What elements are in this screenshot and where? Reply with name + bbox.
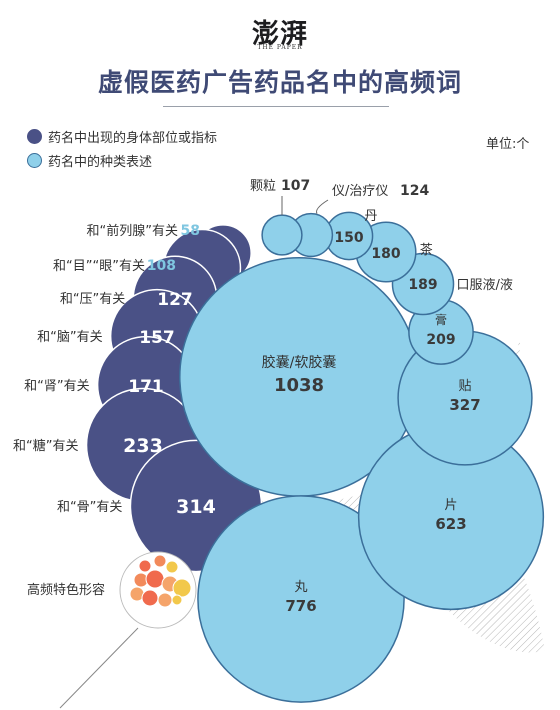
bubble-value: 327 <box>449 396 480 414</box>
page-title: 虚假医药广告药品名中的高频词 <box>97 68 462 97</box>
bubble-value: 107 <box>281 178 310 194</box>
callout-dot <box>145 569 165 589</box>
bubble-value: 127 <box>157 290 193 310</box>
bubble-label: 和“前列腺”有关 <box>87 223 178 239</box>
legend-dot-dark <box>27 128 42 144</box>
bubble-label: 丹 <box>364 209 377 224</box>
callout-dot <box>138 559 152 573</box>
bubble-label: 胶囊/软胶囊 <box>262 354 337 371</box>
legend-label-type: 药名中的种类表述 <box>48 154 153 170</box>
legend-item-body: 药名中出现的身体部位或指标 <box>27 127 218 146</box>
bubble-value: 171 <box>128 377 164 397</box>
bubble-label: 和“压”有关 <box>60 292 125 307</box>
bubble-label: 片 <box>444 498 457 513</box>
bubble-value: 1038 <box>274 375 324 396</box>
bubble-label: 茶 <box>420 242 433 258</box>
unit-label: 单位:个 <box>486 137 530 152</box>
bubble-label: 和“目”“眼”有关 <box>53 259 145 274</box>
bubble-value: 150 <box>334 230 363 246</box>
callout-pointer <box>59 627 139 709</box>
legend-label-body: 药名中出现的身体部位或指标 <box>48 130 218 146</box>
callout-dot <box>153 554 167 568</box>
logo-subtitle: THE PAPER <box>257 44 303 51</box>
legend-dot-light <box>27 152 42 168</box>
bubble-value: 180 <box>371 246 400 262</box>
bubble-value: 124 <box>400 183 429 199</box>
bubble-type-1 <box>197 495 405 703</box>
bubble-label: 颗粒 <box>250 179 276 194</box>
bubble-value: 209 <box>426 332 455 348</box>
legend-item-type: 药名中的种类表述 <box>27 151 153 170</box>
callout-dot <box>171 594 183 606</box>
logo: 澎湃 <box>252 19 308 50</box>
bubble-value: 314 <box>176 496 216 518</box>
bubble-value: 189 <box>408 277 437 293</box>
title-divider <box>163 106 389 107</box>
callout-label: 高频特色形容 <box>27 582 105 598</box>
bubble-label: 和“肾”有关 <box>24 379 89 394</box>
callout-dot <box>165 560 179 574</box>
callout-dot <box>172 578 192 598</box>
bubble-label: 和“骨”有关 <box>57 500 122 515</box>
leader-line <box>316 199 329 214</box>
callout-dot <box>141 589 159 607</box>
bubble-value: 776 <box>285 597 316 615</box>
bubble-value: 108 <box>147 258 176 274</box>
bubble-label: 口服液/液 <box>457 278 513 293</box>
bubble-label: 和“脑”有关 <box>37 330 102 345</box>
bubble-value: 58 <box>181 223 200 239</box>
bubble-label: 贴 <box>458 379 471 394</box>
bubble-label: 膏 <box>435 312 447 327</box>
bubble-label: 和“糖”有关 <box>13 438 78 454</box>
callout-dot <box>157 592 173 608</box>
bubble-value: 157 <box>139 328 175 348</box>
bubble-type-9 <box>261 214 303 256</box>
bubble-label: 丸 <box>294 580 307 595</box>
bubble-value: 233 <box>123 435 163 457</box>
bubble-value: 623 <box>435 515 466 533</box>
bubble-label: 仪/治疗仪 <box>332 184 388 199</box>
